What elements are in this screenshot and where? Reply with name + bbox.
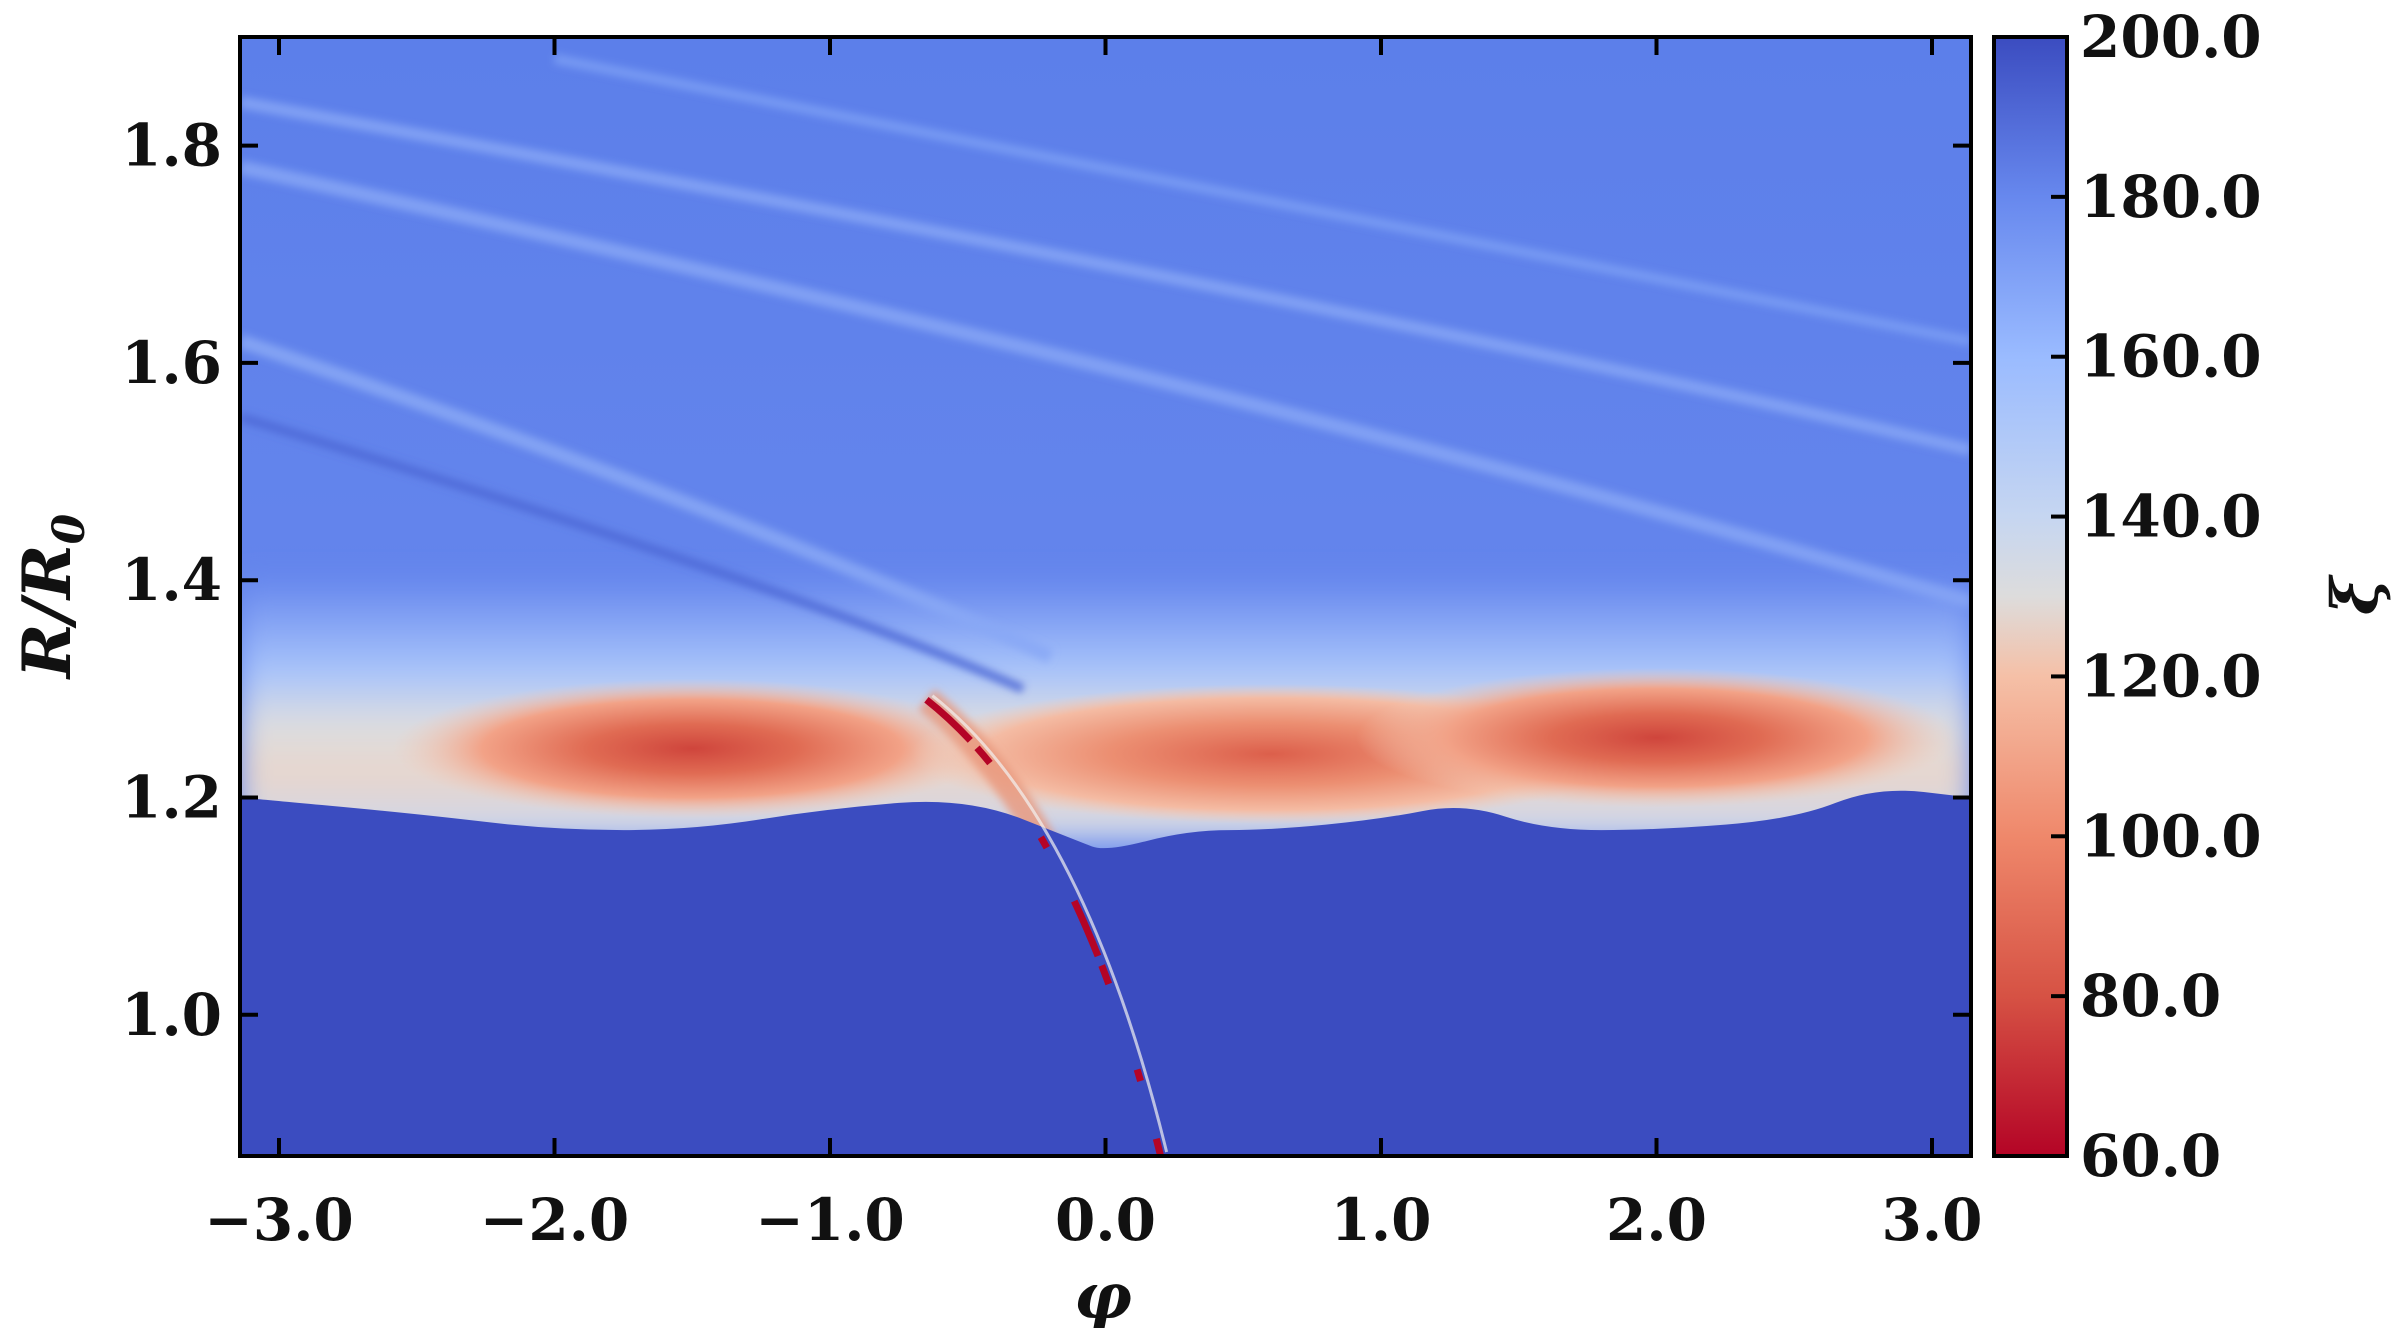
x-tick-label: −2.0 — [480, 1186, 630, 1254]
y-tick-label: 1.4 — [121, 546, 222, 614]
y-axis-label-main: R/R — [8, 544, 86, 680]
colorbar-tick-label: 100.0 — [2080, 802, 2262, 870]
wave-streak-1 — [240, 96, 1971, 456]
wave-streak-4 — [240, 412, 1025, 693]
y-tick-label: 1.6 — [121, 329, 222, 397]
colorbar-tick-label: 60.0 — [2080, 1122, 2221, 1190]
x-axis: −3.0 −2.0 −1.0 0.0 1.0 2.0 3.0 — [204, 37, 1982, 1254]
colorbar-tick-label: 200.0 — [2080, 3, 2262, 71]
spiral-arm-edge — [931, 694, 1169, 1153]
y-tick-label: 1.0 — [121, 981, 222, 1049]
colorbar-axis: 60.0 80.0 100.0 120.0 140.0 160.0 180.0 200.0 — [2051, 3, 2262, 1190]
x-axis-label: φ — [1074, 1259, 1132, 1328]
x-tick-label: 0.0 — [1055, 1186, 1156, 1254]
x-tick-label: 2.0 — [1606, 1186, 1707, 1254]
colorbar-label: ξ — [2318, 574, 2393, 615]
x-tick-label: 1.0 — [1331, 1186, 1432, 1254]
x-tick-label: 3.0 — [1882, 1186, 1983, 1254]
colorbar-tick-label: 120.0 — [2080, 642, 2262, 710]
hot-blob-2 — [1356, 667, 1957, 808]
x-tick-label: −3.0 — [204, 1186, 354, 1254]
y-axis-label-subscript: 0 — [44, 513, 95, 544]
x-tick-label: −1.0 — [755, 1186, 905, 1254]
wave-streak-0 — [240, 160, 1971, 609]
y-tick-label: 1.2 — [121, 763, 222, 831]
colorbar-tick-label: 160.0 — [2080, 323, 2262, 391]
spiral-arm-core — [924, 696, 1164, 1156]
colorbar-tick-label: 140.0 — [2080, 483, 2262, 551]
heatmap-plot-area — [240, 37, 1971, 1156]
y-axis: 1.0 1.2 1.4 1.6 1.8 — [121, 112, 1971, 1049]
colorbar-tick-label: 80.0 — [2080, 962, 2221, 1030]
hot-blob-0 — [392, 678, 993, 819]
y-axis-label: R/R0 — [8, 513, 95, 680]
colorbar-tick-label: 180.0 — [2080, 163, 2262, 231]
colorbar — [1992, 35, 2069, 1158]
wave-streak-3 — [553, 53, 1971, 347]
wave-streak-2 — [240, 334, 1054, 663]
y-tick-label: 1.8 — [121, 112, 222, 180]
